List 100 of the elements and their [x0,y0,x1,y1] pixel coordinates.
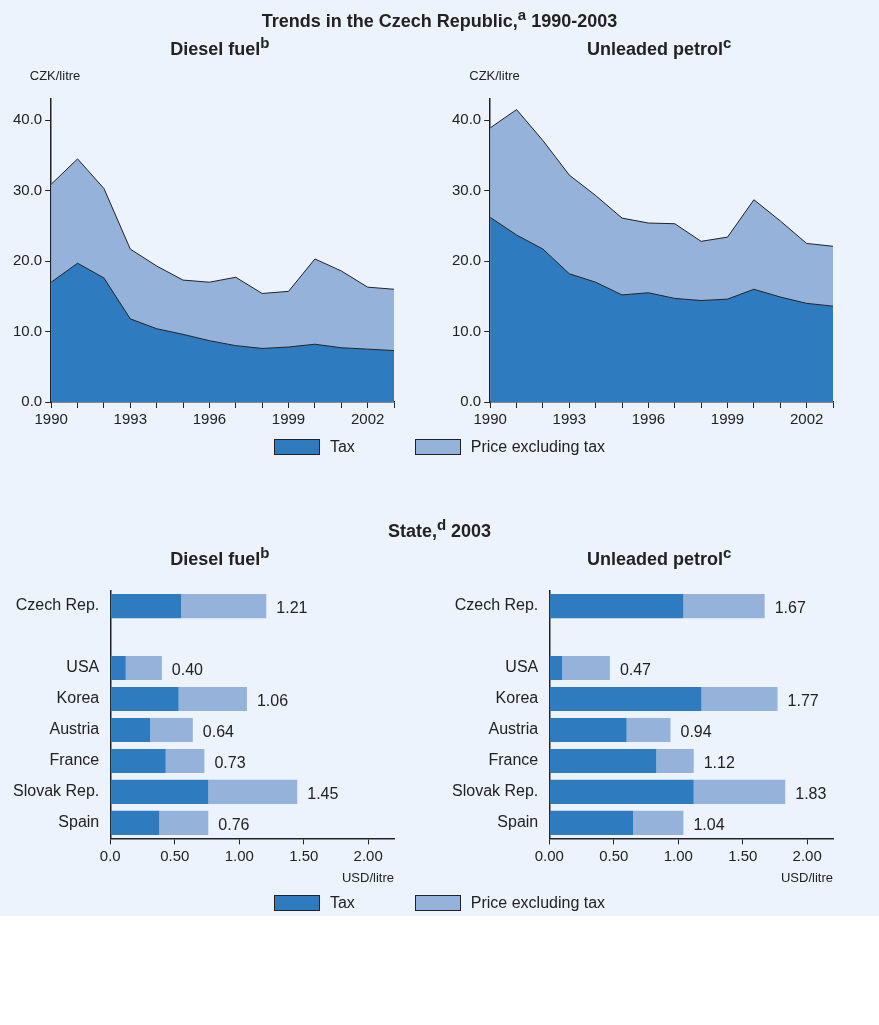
chart-title: Diesel fuel$^{b}$ [169,34,271,60]
total-label: 1.83 [795,785,827,803]
y-tick-label: 40.0 [452,110,482,128]
x-tick-label: 1996 [192,410,226,428]
y-tick-label: Spain [58,813,100,831]
bar [110,779,209,805]
y-tick-label: 40.0 [12,110,42,128]
total-label: 0.73 [214,754,246,772]
bar [159,810,209,835]
y-tick-label: Czech Rep. [454,596,539,614]
bar [550,779,694,805]
y-tick-label: 10.0 [12,321,42,339]
y-tick-label: 0.0 [460,392,482,410]
bar [110,686,179,712]
y-tick-label: 20.0 [452,251,482,269]
y-tick-label: Korea [495,689,539,707]
total-label: 1.21 [276,599,308,617]
total-label: 1.04 [693,816,725,834]
y-tick-label: USA [505,658,539,676]
text: Trends in the Czech Republic,$^{a}$ 1990-2003 [260,6,619,32]
x-tick-label: 1999 [711,410,745,428]
total-label: 1.67 [774,599,807,617]
total-label: 0.64 [202,723,234,741]
x-tick-label: 1996 [631,410,666,428]
bar [180,594,267,619]
total-label: 0.40 [171,661,203,679]
bar [208,779,298,805]
x-tick-label: 0.00 [534,846,565,864]
bar [110,594,181,619]
y-tick-label: Austria [49,720,100,738]
y-tick-label: Slovak Rep. [12,782,100,800]
bar [550,594,684,619]
bar [110,717,150,743]
bar [633,810,684,835]
bar [150,717,193,743]
x-tick-label: 1993 [552,410,587,428]
x-tick-label: 2002 [350,410,385,428]
y-tick-label: 10.0 [452,321,482,339]
y-tick-label: USA [66,658,100,676]
total-label: 1.45 [307,785,339,803]
y-tick-label: Korea [56,689,100,707]
total-label: 1.06 [256,692,288,710]
chart-title: Diesel fuel$^{b}$ [169,544,271,570]
total-label: 0.47 [620,661,652,679]
y-tick-label: Slovak Rep. [452,782,539,800]
bar [110,748,166,774]
total-label: 1.77 [787,692,820,710]
bar [110,810,160,835]
y-tick-label: France [488,751,539,769]
x-tick-label: 2.00 [792,846,823,864]
x-tick-label: 0.50 [599,846,629,864]
y-tick-label: France [49,751,100,769]
y-tick-label: 30.0 [12,180,42,198]
x-tick-label: 1999 [271,410,305,428]
x-axis-title: USD/litre [341,869,394,885]
bar [550,655,563,681]
y-axis-title: CZK/litre [469,68,521,83]
bar [683,594,765,619]
x-tick-label: 1.00 [663,846,694,864]
y-tick-label: 0.0 [21,392,42,410]
legend-label: Tax [329,894,355,912]
bar [110,655,126,681]
total-label: 0.94 [680,723,712,741]
bar [125,655,162,681]
x-tick-label: 2.00 [353,846,383,864]
chart-title: Unleaded petrol$^{c}$ [586,34,733,60]
x-tick-label: 1990 [473,410,508,428]
y-tick-label: Austria [488,720,539,738]
bar [693,779,786,805]
bar [562,655,611,681]
text: State,$^{d}$ 2003 [386,516,493,542]
x-tick-label: 1.00 [224,846,254,864]
x-tick-label: 2002 [790,410,824,428]
legend-label: Tax [329,438,355,456]
y-tick-label: 20.0 [12,251,42,269]
bar [178,686,247,712]
x-axis-title: USD/litre [781,869,834,885]
bar [165,748,205,774]
total-label: 0.76 [218,816,250,834]
x-tick-label: 0.50 [159,846,190,864]
bar [550,686,702,712]
bar [550,810,634,835]
legend-label: Price excluding tax [470,894,606,912]
y-tick-label: 30.0 [452,180,482,198]
x-tick-label: 0.0 [99,846,121,864]
chart-title: Unleaded petrol$^{c}$ [586,544,733,570]
y-axis-title: CZK/litre [29,68,82,83]
x-tick-label: 1993 [113,410,147,428]
x-tick-label: 1.50 [728,846,758,864]
bar [550,748,657,774]
legend-label: Price excluding tax [470,438,606,456]
bar [626,717,671,743]
bar [701,686,778,712]
total-label: 1.12 [703,754,736,772]
x-tick-label: 1990 [34,410,68,428]
y-tick-label: Czech Rep. [15,596,100,614]
bar [656,748,694,774]
x-tick-label: 1.50 [288,846,319,864]
bar [550,717,627,743]
y-tick-label: Spain [497,813,539,831]
